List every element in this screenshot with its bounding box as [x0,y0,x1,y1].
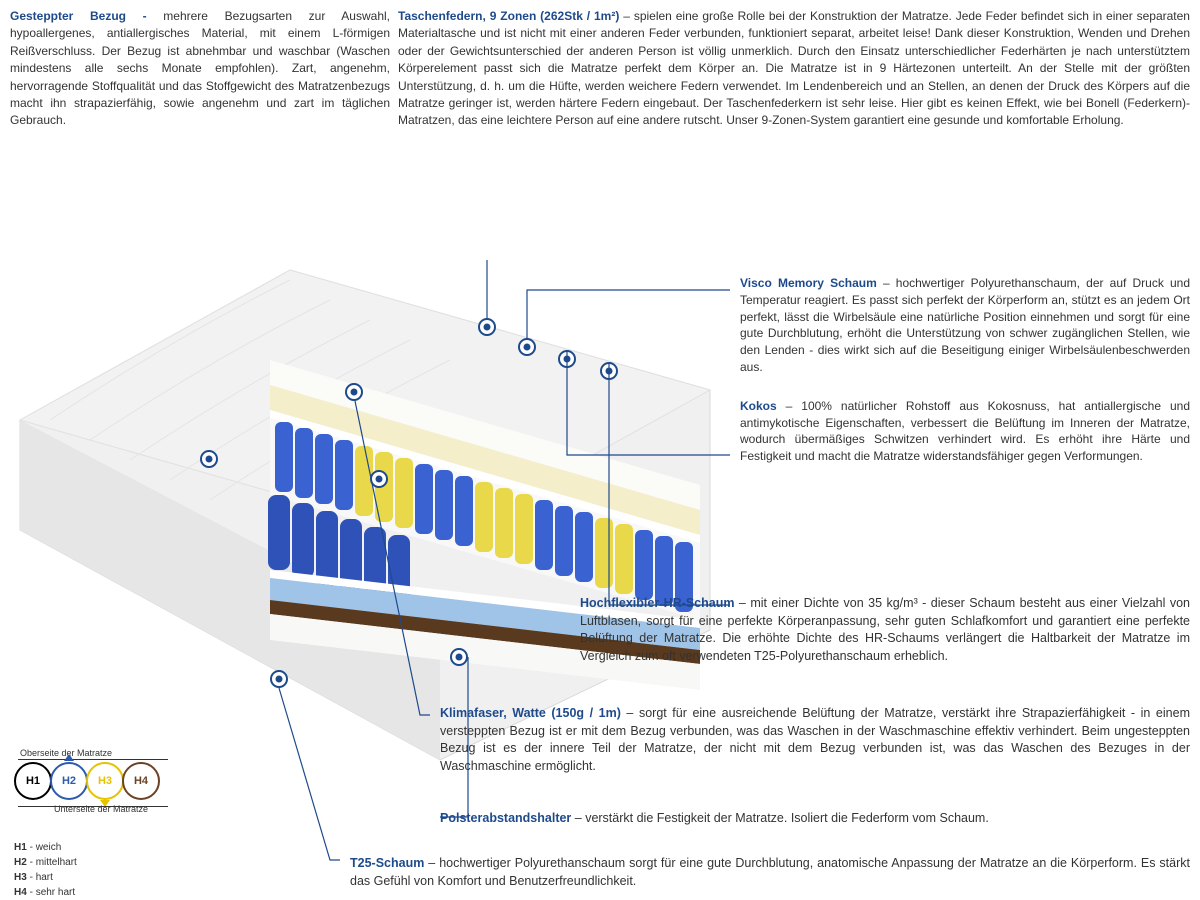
text-polster: – verstärkt die Festigkeit der Matratze.… [571,811,989,825]
section-hr: Hochflexibler HR-Schaum – mit einer Dich… [580,595,1190,665]
section-t25: T25-Schaum – hochwertiger Polyurethansch… [350,855,1190,890]
heading-kokos: Kokos [740,399,777,413]
heading-t25: T25-Schaum [350,856,424,870]
heading-springs: Taschenfedern, 9 Zonen (262Stk / 1m²) [398,9,619,23]
hardness-top-label: Oberseite der Matratze [20,748,214,758]
section-klima: Klimafaser, Watte (150g / 1m) – sorgt fü… [440,705,1190,775]
hardness-h4: H4 [122,762,160,800]
section-polster: Polsterabstandshalter – verstärkt die Fe… [440,810,1190,828]
text-visco: – hochwertiger Polyurethanschaum, der au… [740,276,1190,374]
text-t25: – hochwertiger Polyurethanschaum sorgt f… [350,856,1190,888]
text-kokos: – 100% natürlicher Rohstoff aus Kokosnus… [740,399,1190,463]
heading-hr: Hochflexibler HR-Schaum [580,596,734,610]
section-cover: Gesteppter Bezug - mehrere Bezugsarten z… [10,8,390,130]
section-visco: Visco Memory Schaum – hochwertiger Polyu… [740,275,1190,376]
heading-cover: Gesteppter Bezug - [10,9,147,23]
hardness-h1: H1 [14,762,52,800]
text-springs: – spielen eine große Rolle bei der Konst… [398,9,1190,127]
heading-polster: Polsterabstandshalter [440,811,571,825]
heading-visco: Visco Memory Schaum [740,276,877,290]
mattress-diagram [0,260,730,780]
hardness-h3: H3 [86,762,124,800]
section-springs: Taschenfedern, 9 Zonen (262Stk / 1m²) – … [398,8,1190,130]
text-cover: mehrere Bezugsarten zur Auswahl, hypoall… [10,9,390,127]
heading-klima: Klimafaser, Watte (150g / 1m) [440,706,621,720]
hardness-list: H1 - weich H2 - mittelhart H3 - hart H4 … [14,840,214,900]
hardness-legend: Oberseite der Matratze H1 H2 H3 H4 Unter… [14,748,214,900]
hardness-h2: H2 [50,762,88,800]
section-kokos: Kokos – 100% natürlicher Rohstoff aus Ko… [740,398,1190,465]
